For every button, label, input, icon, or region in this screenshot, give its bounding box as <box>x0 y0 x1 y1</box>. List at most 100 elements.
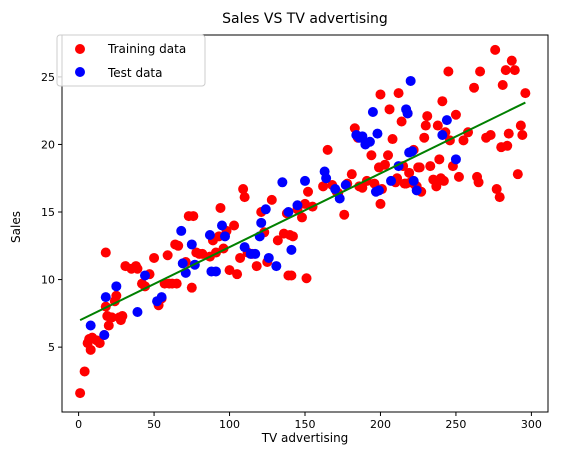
test-data-point <box>408 175 419 186</box>
test-data-point <box>263 252 274 263</box>
training-data-point <box>379 159 390 170</box>
training-data-point <box>318 181 329 192</box>
x-tick-label: 50 <box>147 418 161 431</box>
training-data-point <box>434 154 445 165</box>
training-data-point <box>453 171 464 182</box>
training-data-point <box>94 338 105 349</box>
training-data-point <box>443 66 454 77</box>
test-data-point <box>99 329 110 340</box>
test-data-point <box>85 320 96 331</box>
training-data-point <box>404 167 415 178</box>
training-data-point <box>272 235 283 246</box>
y-tick-label: 20 <box>41 138 55 151</box>
test-data-point <box>441 115 452 126</box>
training-data-point <box>238 184 249 195</box>
test-data-point <box>321 173 332 184</box>
y-axis-label: Sales <box>9 211 23 243</box>
training-data-point <box>286 270 297 281</box>
test-data-point <box>386 175 397 186</box>
training-data-point <box>232 269 243 280</box>
test-data-point <box>372 128 383 139</box>
training-data-point <box>132 263 143 274</box>
training-data-point <box>85 344 96 355</box>
test-data-point <box>186 239 197 250</box>
training-data-point <box>500 65 511 76</box>
x-tick-label: 200 <box>370 418 391 431</box>
training-data-point <box>75 388 86 399</box>
training-data-point <box>438 175 449 186</box>
test-data-point <box>176 225 187 236</box>
training-data-point <box>346 169 357 180</box>
training-data-point <box>301 273 312 284</box>
training-data-point <box>375 198 386 209</box>
training-data-point <box>186 282 197 293</box>
legend-marker-test <box>75 67 85 77</box>
test-data-point <box>364 136 375 147</box>
test-data-point <box>177 258 188 269</box>
training-data-point <box>497 79 508 90</box>
test-data-point <box>239 242 250 253</box>
test-data-point <box>407 146 418 157</box>
test-data-point <box>300 175 310 186</box>
training-data-point <box>494 192 505 203</box>
test-data-point <box>216 220 227 231</box>
training-data-point <box>432 120 443 131</box>
training-data-point <box>517 129 528 140</box>
test-data-point <box>277 177 288 188</box>
training-data-point <box>215 202 226 213</box>
training-data-point <box>300 198 310 209</box>
training-data-point <box>303 186 314 197</box>
training-data-point <box>475 66 486 77</box>
training-data-point <box>239 192 250 203</box>
x-tick-label: 0 <box>75 418 82 431</box>
test-data-point <box>357 131 368 142</box>
training-data-point <box>503 128 514 139</box>
test-data-point <box>330 184 341 195</box>
training-data-point <box>106 312 117 323</box>
test-data-point <box>271 261 282 272</box>
x-tick-label: 100 <box>219 418 240 431</box>
training-data-point <box>287 231 298 242</box>
test-data-point <box>140 270 151 281</box>
training-data-point <box>414 162 425 173</box>
legend-box <box>56 34 206 87</box>
training-data-point <box>79 366 90 377</box>
test-data-point <box>411 185 422 196</box>
test-data-point <box>292 200 303 211</box>
y-tick-label: 5 <box>48 341 55 354</box>
test-data-point <box>210 266 221 277</box>
test-data-point <box>250 248 261 259</box>
training-data-point <box>322 144 333 155</box>
x-axis-label: TV advertising <box>261 431 349 445</box>
test-data-point <box>132 307 143 318</box>
training-data-point <box>173 240 184 251</box>
training-data-point <box>339 209 350 220</box>
training-data-point <box>103 320 114 331</box>
training-data-point <box>235 252 246 263</box>
chart-title: Sales VS TV advertising <box>222 11 388 27</box>
training-data-point <box>506 55 517 66</box>
legend: Training data Test data <box>56 34 206 87</box>
training-data-point <box>149 252 160 263</box>
training-data-point <box>393 88 404 99</box>
training-data-point <box>431 181 442 192</box>
training-data-point <box>384 104 395 115</box>
training-data-point <box>266 194 277 205</box>
plot-area <box>75 44 531 399</box>
training-data-point <box>437 96 448 107</box>
training-data-point <box>490 44 501 55</box>
training-data-point <box>171 278 182 289</box>
test-data-point <box>286 244 297 255</box>
training-data-point <box>485 129 496 140</box>
training-data-point <box>422 111 433 122</box>
test-data-point <box>283 207 294 218</box>
training-data-point <box>229 220 240 231</box>
x-tick-label: 250 <box>445 418 466 431</box>
training-data-point <box>117 311 128 322</box>
test-data-point <box>260 204 271 215</box>
training-data-point <box>383 150 394 161</box>
training-data-point <box>520 88 531 99</box>
training-data-point <box>296 212 307 223</box>
